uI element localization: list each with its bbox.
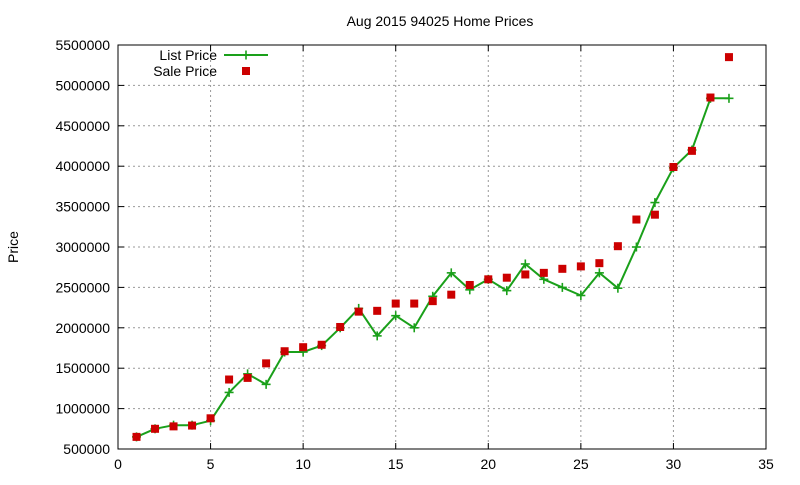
list-price-line: [136, 97, 729, 438]
x-tick-label: 35: [758, 456, 774, 472]
sale-price-point: [373, 306, 382, 315]
sale-price-point: [317, 340, 326, 349]
list-price-point: [224, 387, 234, 397]
y-tick-label: 5500000: [55, 37, 110, 53]
legend-marker-sale-price: [242, 67, 250, 75]
axis-ticks: 500000 1000000 1500000 2000000 2500000 300000…: [55, 37, 774, 472]
sale-price-point: [299, 343, 308, 352]
sale-price-point: [687, 146, 696, 155]
x-tick-label: 10: [295, 456, 311, 472]
sale-price-point: [132, 432, 141, 441]
y-tick-label: 3500000: [55, 199, 110, 215]
sale-price-point: [669, 163, 678, 172]
sale-price-point: [188, 421, 197, 430]
sale-price-point: [169, 422, 178, 431]
chart-title: Aug 2015 94025 Home Prices: [347, 13, 534, 29]
x-tick-label: 0: [114, 456, 122, 472]
sale-price-point: [484, 275, 493, 284]
sale-price-point: [502, 273, 511, 282]
list-price-point: [576, 290, 586, 300]
legend-label-sale-price: Sale Price: [153, 63, 217, 79]
y-tick-label: 3000000: [55, 239, 110, 255]
sale-price-point: [428, 297, 437, 306]
legend-label-list-price: List Price: [159, 47, 217, 63]
x-tick-label: 30: [666, 456, 682, 472]
sale-price-point: [354, 307, 363, 316]
sale-price-point: [336, 322, 345, 331]
y-tick-label: 2000000: [55, 320, 110, 336]
list-price-point: [631, 242, 641, 252]
x-tick-label: 25: [573, 456, 589, 472]
list-price-point: [409, 323, 419, 333]
sale-price-point: [613, 242, 622, 251]
legend: List Price Sale Price: [153, 47, 268, 79]
y-tick-label: 1000000: [55, 401, 110, 417]
list-price-point: [520, 259, 530, 269]
list-price-point: [557, 282, 567, 292]
x-tick-label: 20: [480, 456, 496, 472]
sale-price-point: [447, 290, 456, 299]
sale-price-point: [225, 375, 234, 384]
y-tick-label: 5000000: [55, 77, 110, 93]
y-axis-label: Price: [5, 231, 21, 263]
y-tick-label: 1500000: [55, 360, 110, 376]
sale-price-point: [243, 373, 252, 382]
sale-price-point: [465, 280, 474, 289]
sale-price-point: [576, 262, 585, 271]
y-tick-label: 4000000: [55, 158, 110, 174]
legend-sample-list-price: [224, 50, 268, 60]
sale-price-point: [410, 299, 419, 308]
list-price-point: [594, 268, 604, 278]
sale-price-point: [724, 53, 733, 62]
y-tick-label: 500000: [63, 441, 110, 457]
sale-price-point: [632, 215, 641, 224]
list-price-point: [613, 283, 623, 293]
list-price-point: [446, 268, 456, 278]
list-price-point: [650, 198, 660, 208]
list-price-point: [391, 311, 401, 321]
sale-price-point: [206, 414, 215, 423]
y-tick-label: 4500000: [55, 118, 110, 134]
x-tick-label: 15: [388, 456, 404, 472]
legend-marker-list-price: [241, 50, 251, 60]
sale-price-point: [521, 270, 530, 279]
sale-price-point: [558, 264, 567, 273]
grid: [118, 45, 766, 449]
sale-price-point: [391, 299, 400, 308]
x-tick-label: 5: [207, 456, 215, 472]
list-price-point: [724, 93, 734, 103]
sale-price-point: [706, 93, 715, 102]
series-layer: [132, 53, 734, 442]
sale-price-point: [151, 424, 160, 433]
series-list-price: [132, 93, 734, 442]
sale-price-point: [280, 347, 289, 356]
sale-price-point: [650, 210, 659, 219]
sale-price-point: [262, 359, 271, 368]
legend-sample-sale-price: [242, 67, 250, 75]
series-sale-price: [132, 53, 733, 441]
list-price-point: [261, 379, 271, 389]
sale-price-point: [539, 268, 548, 277]
list-price-point: [502, 286, 512, 296]
sale-price-point: [595, 259, 604, 268]
list-price-point: [372, 331, 382, 341]
y-tick-label: 2500000: [55, 279, 110, 295]
